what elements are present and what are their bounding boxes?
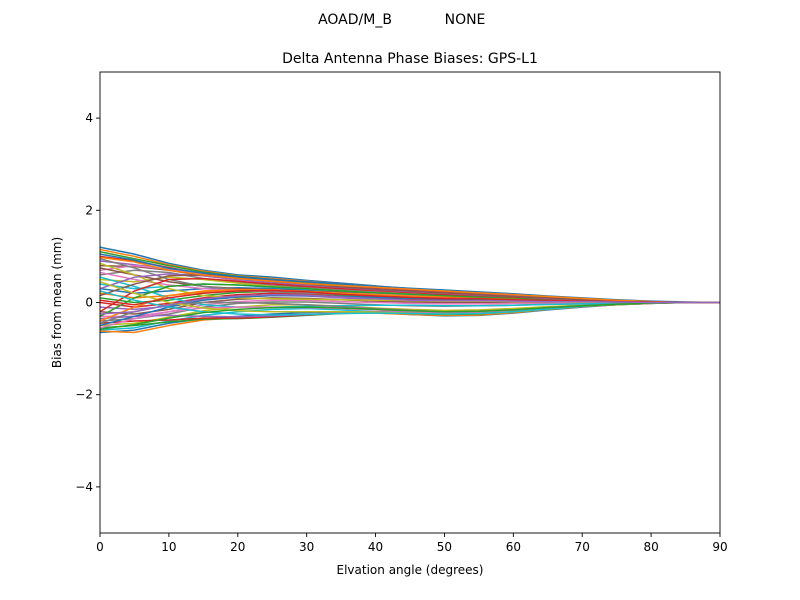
y-axis: −4 −2 0 2 4 <box>75 111 100 494</box>
x-tick-label: 0 <box>96 540 104 554</box>
x-axis: 0 10 20 30 40 50 60 70 80 90 <box>96 533 728 554</box>
y-tick-label: 2 <box>85 203 93 217</box>
series-line-45 <box>100 293 720 315</box>
figure-suptitle-right: NONE <box>445 12 486 28</box>
x-tick-label: 90 <box>712 540 727 554</box>
x-tick-label: 40 <box>368 540 383 554</box>
series-layer <box>100 246 720 334</box>
y-tick-label: −4 <box>75 480 93 494</box>
y-axis-label: Bias from mean (mm) <box>50 237 64 368</box>
y-tick-label: −2 <box>75 388 93 402</box>
y-tick-label: 4 <box>85 111 93 125</box>
x-tick-label: 10 <box>161 540 176 554</box>
x-tick-label: 30 <box>299 540 314 554</box>
series-line-42 <box>100 256 720 304</box>
y-tick-label: 0 <box>85 296 93 310</box>
figure-suptitle-left: AOAD/M_B <box>318 12 392 28</box>
x-tick-label: 60 <box>506 540 521 554</box>
series-line-43 <box>100 301 720 330</box>
x-tick-label: 50 <box>437 540 452 554</box>
x-tick-label: 20 <box>230 540 245 554</box>
x-axis-label: Elvation angle (degrees) <box>337 563 484 577</box>
x-tick-label: 70 <box>575 540 590 554</box>
x-tick-label: 80 <box>643 540 658 554</box>
chart-title: Delta Antenna Phase Biases: GPS-L1 <box>282 51 538 67</box>
